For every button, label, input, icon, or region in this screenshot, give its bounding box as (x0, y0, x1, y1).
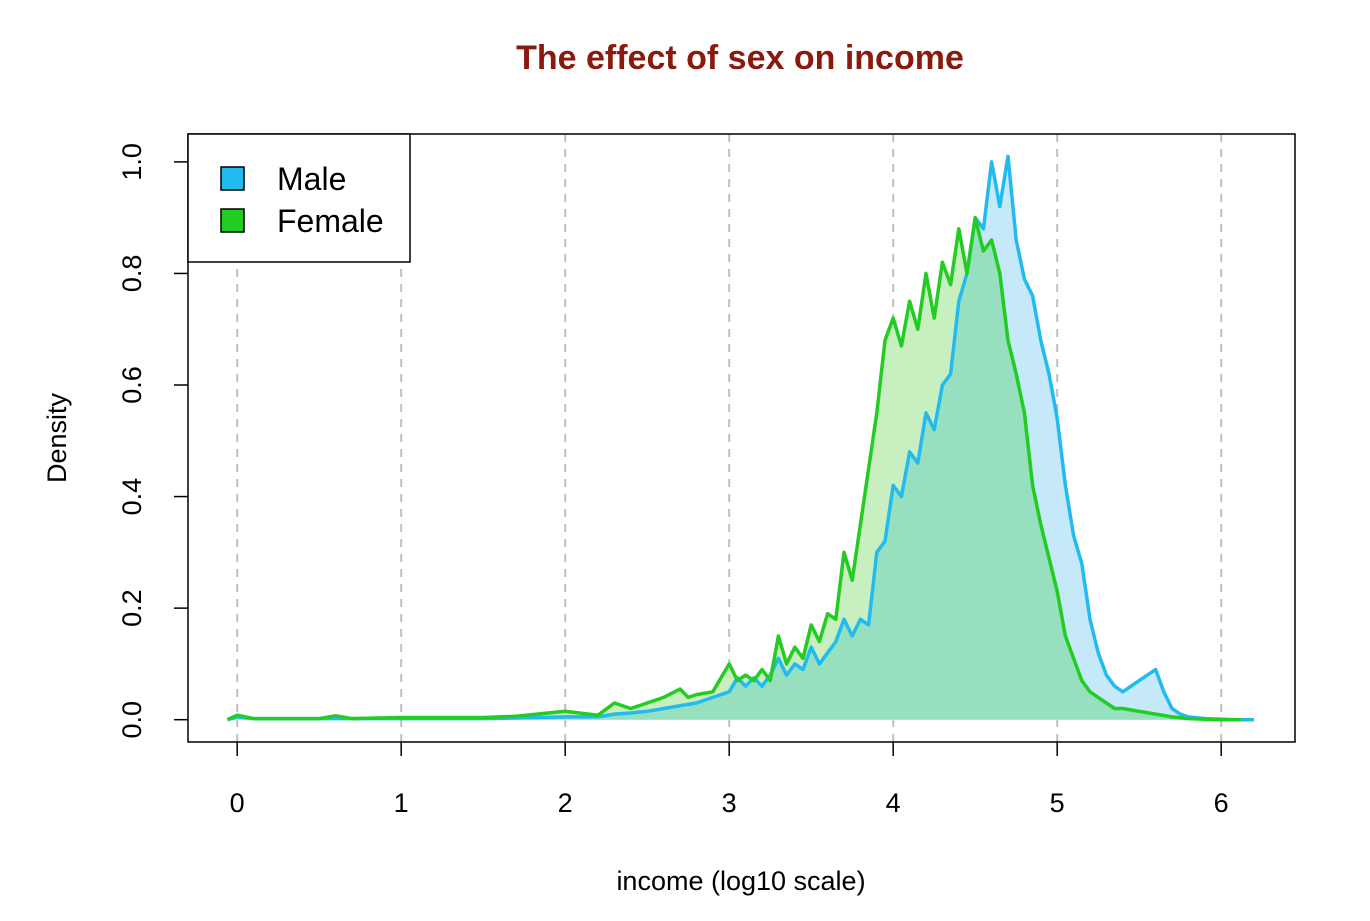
chart-title: The effect of sex on income (516, 39, 964, 77)
density-areas (227, 156, 1254, 720)
x-tick-label-5: 5 (1050, 788, 1065, 818)
legend-box (187, 133, 411, 263)
overlap-density-area (227, 217, 1241, 720)
x-tick-label-1: 1 (394, 788, 409, 818)
legend-swatch-male (220, 166, 245, 191)
x-axis: 0 1 2 3 4 5 6 (230, 742, 1229, 818)
y-tick-label-4: 0.8 (117, 255, 147, 293)
female-density-line (226, 215, 1241, 722)
x-tick-label-0: 0 (230, 788, 245, 818)
male-density-line (226, 154, 1254, 722)
x-tick-label-6: 6 (1214, 788, 1229, 818)
x-axis-label: income (log10 scale) (616, 866, 865, 896)
y-tick-label-2: 0.4 (117, 478, 147, 516)
y-tick-label-3: 0.6 (117, 366, 147, 404)
legend-swatch-female (220, 208, 245, 233)
x-tick-label-3: 3 (722, 788, 737, 818)
legend-label-female: Female (277, 203, 384, 239)
plot-frame (187, 133, 1296, 743)
y-axis: 0.0 0.2 0.4 0.6 0.8 1.0 (117, 143, 188, 738)
legend: Male Female (187, 133, 411, 263)
legend-label-male: Male (277, 161, 346, 197)
density-lines (226, 154, 1254, 722)
y-tick-label-1: 0.2 (117, 589, 147, 627)
y-tick-label-0: 0.0 (117, 701, 147, 739)
y-axis-label: Density (42, 392, 72, 483)
x-tick-label-4: 4 (886, 788, 901, 818)
y-tick-label-5: 1.0 (117, 143, 147, 181)
x-tick-label-2: 2 (558, 788, 573, 818)
